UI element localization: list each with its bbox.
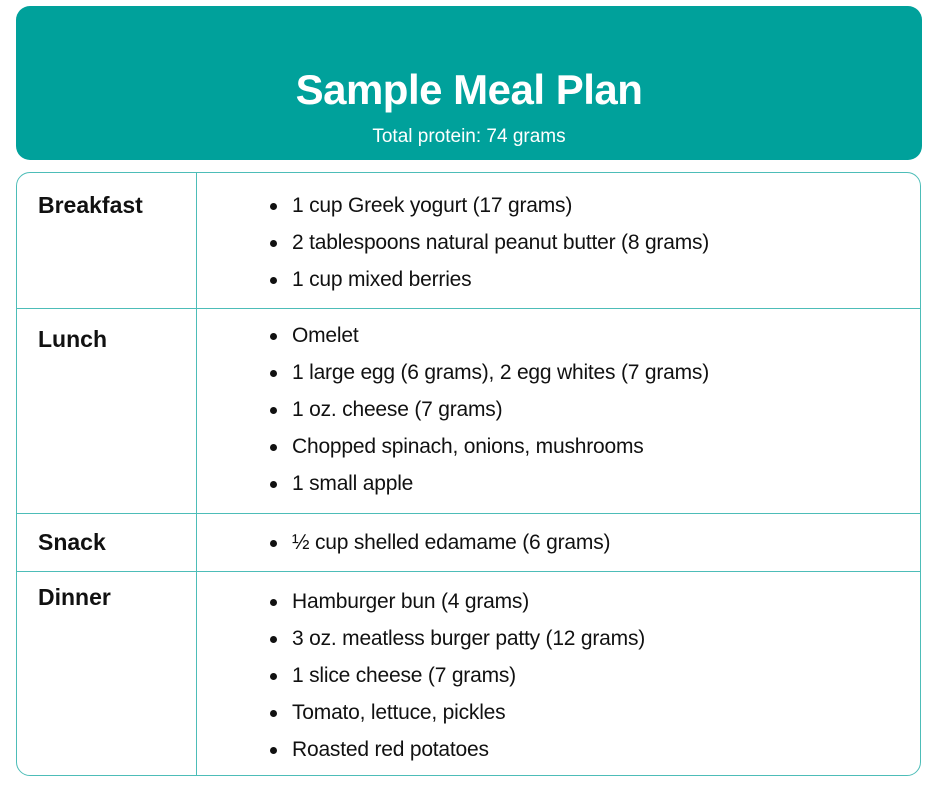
meal-row-breakfast: Breakfast 1 cup Greek yogurt (17 grams) …: [17, 173, 920, 309]
list-item: 3 oz. meatless burger patty (12 grams): [197, 620, 645, 657]
meal-items: 1 cup Greek yogurt (17 grams) 2 tablespo…: [197, 187, 709, 298]
page-title: Sample Meal Plan: [295, 66, 643, 113]
meal-items: Omelet 1 large egg (6 grams), 2 egg whit…: [197, 317, 709, 502]
list-item: Tomato, lettuce, pickles: [197, 694, 645, 731]
list-item: 1 small apple: [197, 465, 709, 502]
list-item: Hamburger bun (4 grams): [197, 583, 645, 620]
meal-label: Snack: [38, 529, 106, 555]
meal-label: Dinner: [38, 584, 111, 610]
meal-row-lunch: Lunch Omelet 1 large egg (6 grams), 2 eg…: [17, 308, 920, 514]
list-item: 2 tablespoons natural peanut butter (8 g…: [197, 224, 709, 261]
list-item: Chopped spinach, onions, mushrooms: [197, 428, 709, 465]
header-banner: Sample Meal Plan Total protein: 74 grams: [16, 6, 922, 160]
meal-row-snack: Snack ½ cup shelled edamame (6 grams): [17, 514, 920, 572]
list-item: 1 cup Greek yogurt (17 grams): [197, 187, 709, 224]
page-subtitle: Total protein: 74 grams: [372, 126, 566, 147]
column-divider: [196, 173, 197, 775]
list-item: Roasted red potatoes: [197, 731, 645, 768]
meal-label: Lunch: [38, 326, 107, 352]
list-item: Omelet: [197, 317, 709, 354]
meal-label: Breakfast: [38, 192, 143, 218]
list-item: 1 cup mixed berries: [197, 261, 709, 298]
meal-row-dinner: Dinner Hamburger bun (4 grams) 3 oz. mea…: [17, 572, 920, 775]
list-item: 1 oz. cheese (7 grams): [197, 391, 709, 428]
meal-items: ½ cup shelled edamame (6 grams): [197, 524, 610, 561]
list-item: 1 slice cheese (7 grams): [197, 657, 645, 694]
meal-plan-table: Breakfast 1 cup Greek yogurt (17 grams) …: [16, 172, 921, 776]
list-item: ½ cup shelled edamame (6 grams): [197, 524, 610, 561]
list-item: 1 large egg (6 grams), 2 egg whites (7 g…: [197, 354, 709, 391]
meal-items: Hamburger bun (4 grams) 3 oz. meatless b…: [197, 583, 645, 768]
